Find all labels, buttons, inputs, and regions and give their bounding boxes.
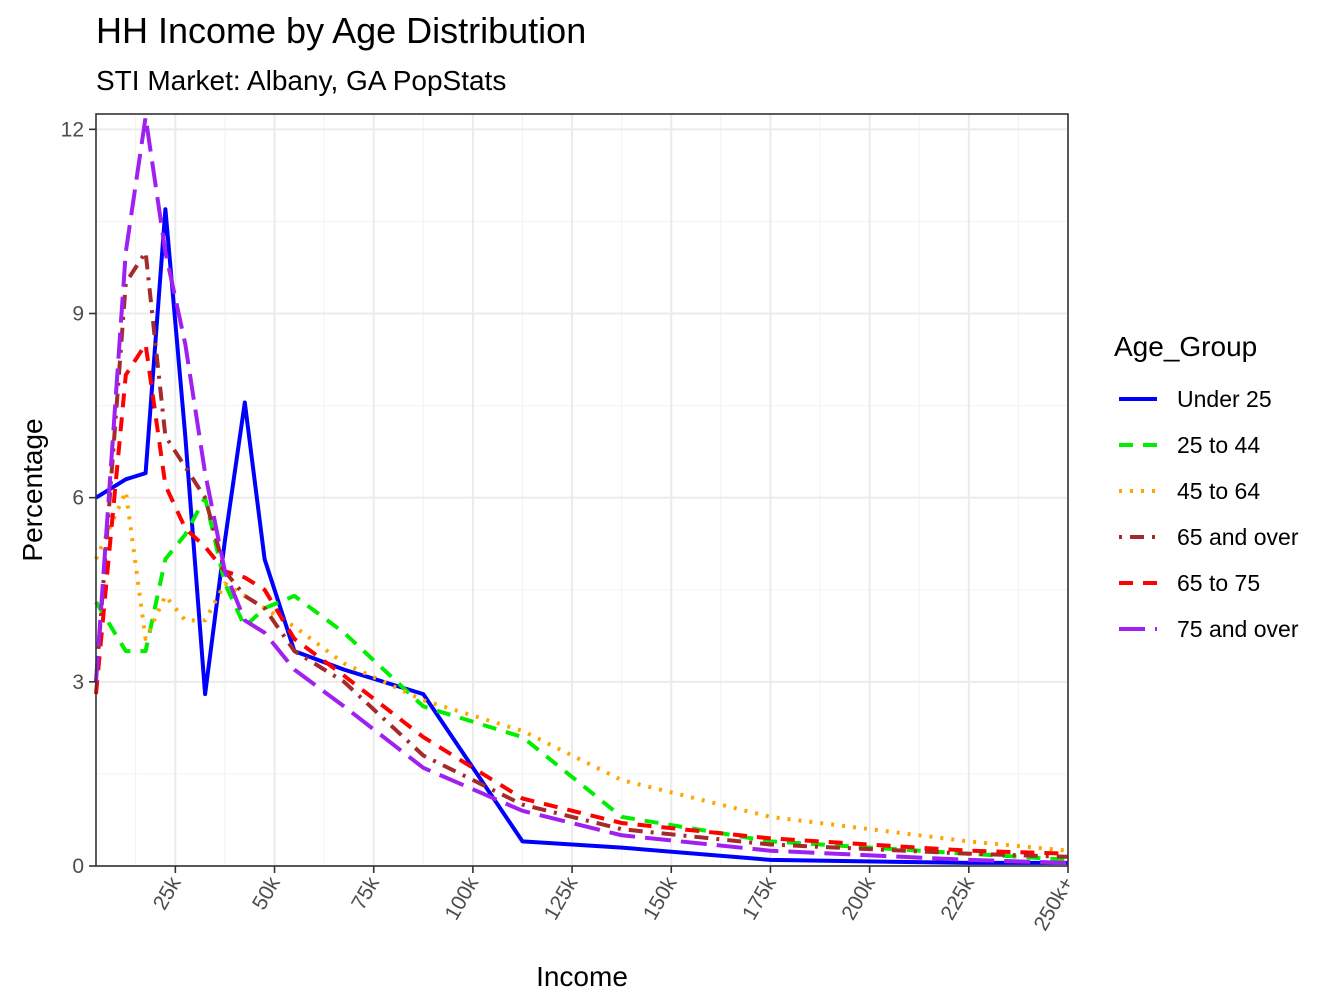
y-axis-title: Percentage bbox=[17, 418, 48, 561]
series-line-45-to-64 bbox=[94, 489, 1069, 853]
minor-gridlines bbox=[96, 114, 1068, 866]
y-axis: 0 3 6 9 12 bbox=[61, 118, 96, 878]
x-axis: 25k 50k 75k 100k 125k 150k 175k 200k 225k 250k+ bbox=[149, 866, 1079, 935]
legend-label: 75 and over bbox=[1177, 616, 1299, 642]
x-tick-label: 225k bbox=[936, 873, 979, 924]
series-line-25-to-44 bbox=[94, 495, 1069, 862]
x-tick-label: 200k bbox=[837, 873, 880, 924]
legend-label: 45 to 64 bbox=[1177, 478, 1260, 504]
legend-label: 65 and over bbox=[1177, 524, 1299, 550]
x-tick-label: 50k bbox=[248, 873, 285, 914]
x-tick-label: 250k+ bbox=[1030, 873, 1079, 935]
series-lines bbox=[94, 115, 1069, 865]
plot-panel-border bbox=[95, 113, 1069, 867]
legend-label: Under 25 bbox=[1177, 386, 1272, 412]
major-gridlines bbox=[96, 114, 1069, 867]
legend: Age_Group Under 25 25 to 44 45 to 64 65 and… bbox=[1114, 331, 1299, 642]
legend-label: 25 to 44 bbox=[1177, 432, 1260, 458]
chart-subtitle: STI Market: Albany, GA PopStats bbox=[96, 65, 506, 96]
y-tick-label: 12 bbox=[61, 118, 84, 141]
x-tick-label: 75k bbox=[347, 873, 384, 914]
series-line-under-25 bbox=[94, 207, 1068, 865]
y-tick-label: 6 bbox=[72, 487, 84, 510]
x-tick-label: 100k bbox=[441, 873, 484, 924]
y-tick-label: 0 bbox=[72, 855, 84, 878]
series-line-65-to-75 bbox=[94, 342, 1069, 856]
chart-title: HH Income by Age Distribution bbox=[96, 10, 586, 51]
series-line-65-and-over bbox=[94, 250, 1069, 859]
x-tick-label: 125k bbox=[540, 873, 583, 924]
x-tick-label: 25k bbox=[149, 873, 186, 914]
legend-label: 65 to 75 bbox=[1177, 570, 1260, 596]
x-tick-label: 175k bbox=[738, 873, 781, 924]
series-line-75-and-over bbox=[94, 115, 1069, 865]
legend-title: Age_Group bbox=[1114, 331, 1257, 362]
y-tick-label: 3 bbox=[72, 671, 84, 694]
y-tick-label: 9 bbox=[72, 303, 84, 326]
x-tick-label: 150k bbox=[639, 873, 682, 924]
x-axis-title: Income bbox=[536, 961, 628, 992]
